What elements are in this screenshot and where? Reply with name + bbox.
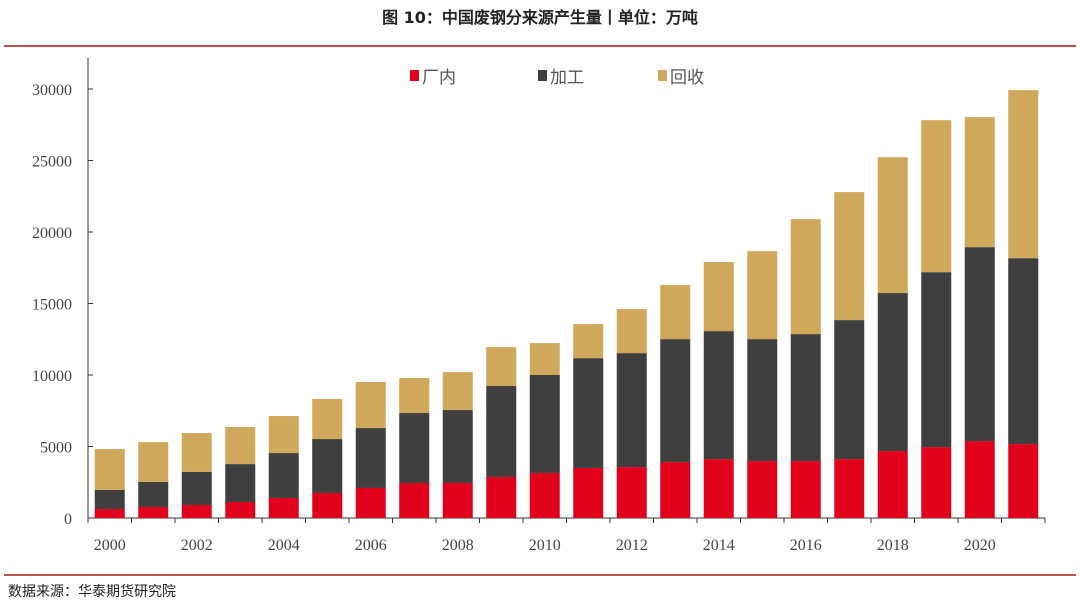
x-tick-label: 2004 [268,537,300,554]
x-tick-label: 2008 [442,537,474,554]
bar-2006-加工 [355,428,386,488]
bar-2017-加工 [834,320,865,460]
bar-2019-回收 [921,120,952,273]
bar-2016-回收 [790,219,821,335]
bar-2008-厂内 [442,482,473,518]
bar-2001-回收 [138,442,169,482]
bar-2001-加工 [138,481,169,507]
bar-2000-加工 [94,489,125,509]
bar-2014-回收 [703,262,734,332]
bar-2007-回收 [399,378,430,414]
x-tick-label: 2012 [616,537,648,554]
bar-2021-厂内 [1008,444,1039,518]
bar-2009-加工 [486,386,517,477]
x-tick-label: 2000 [94,537,126,554]
bar-2016-厂内 [790,461,821,518]
x-tick-label: 2018 [877,537,909,554]
legend-swatch-回收 [658,70,667,81]
legend-label: 加工 [550,68,584,88]
bar-2018-回收 [877,157,908,294]
bar-2008-加工 [442,410,473,483]
header-divider [4,45,1076,47]
bar-2021-加工 [1008,258,1039,445]
bar-2006-回收 [355,382,386,429]
y-tick-label: 0 [64,511,72,528]
bar-2019-厂内 [921,447,952,518]
bar-2012-厂内 [616,467,647,518]
legend-swatch-加工 [538,70,547,81]
y-tick-label: 5000 [40,440,72,457]
bar-2011-加工 [573,358,604,468]
bar-2014-厂内 [703,459,734,518]
bar-2013-厂内 [660,462,691,518]
bar-2002-加工 [181,471,212,505]
bar-2018-加工 [877,293,908,452]
bar-2004-厂内 [268,497,299,518]
bar-2011-回收 [573,324,604,359]
footer-divider [4,574,1076,576]
legend-label: 回收 [670,68,704,88]
bar-2015-加工 [747,339,778,462]
source-note: 数据来源：华泰期货研究院 [8,584,176,600]
bar-2002-厂内 [181,504,212,518]
bar-2005-厂内 [312,492,343,518]
x-tick-label: 2002 [181,537,213,554]
bar-2004-回收 [268,416,299,454]
bar-2019-加工 [921,272,952,448]
bar-2000-厂内 [94,508,125,518]
bar-2008-回收 [442,372,473,411]
bar-2011-厂内 [573,467,604,518]
bar-2009-回收 [486,347,517,387]
x-tick-label: 2014 [703,537,735,554]
bar-2001-厂内 [138,506,169,518]
bar-2003-厂内 [225,501,256,518]
y-tick-label: 30000 [32,82,72,99]
bar-2015-厂内 [747,461,778,518]
legend-swatch-厂内 [410,70,419,81]
bar-2003-加工 [225,464,256,502]
bar-2007-加工 [399,413,430,483]
bar-2006-厂内 [355,487,386,518]
x-tick-label: 2006 [355,537,387,554]
chart-title: 图 10：中国废钢分来源产生量丨单位：万吨 [382,8,698,27]
legend-label: 厂内 [422,68,456,88]
bar-2010-回收 [529,343,560,375]
x-tick-label: 2016 [790,537,822,554]
bar-2004-加工 [268,453,299,498]
bar-2018-厂内 [877,451,908,518]
bar-2012-回收 [616,309,647,354]
x-tick-label: 2010 [529,537,561,554]
y-tick-label: 25000 [32,154,72,171]
bar-2000-回收 [94,449,125,490]
bar-2003-回收 [225,427,256,465]
bar-2005-加工 [312,439,343,493]
bar-2013-回收 [660,285,691,340]
bar-2016-加工 [790,334,821,462]
bar-2013-加工 [660,339,691,463]
bar-2012-加工 [616,353,647,468]
bar-2007-厂内 [399,482,430,518]
bar-2020-回收 [964,117,995,248]
bar-2015-回收 [747,251,778,340]
bar-2017-回收 [834,192,865,321]
bar-2017-厂内 [834,459,865,518]
bar-2002-回收 [181,433,212,472]
y-tick-label: 15000 [32,297,72,314]
bar-2010-加工 [529,375,560,473]
bar-2010-厂内 [529,472,560,518]
x-tick-label: 2020 [964,537,996,554]
bar-2020-加工 [964,247,995,442]
y-tick-label: 20000 [32,225,72,242]
bar-2014-加工 [703,331,734,460]
bar-2005-回收 [312,399,343,440]
bar-2021-回收 [1008,90,1039,259]
bar-2009-厂内 [486,476,517,518]
y-tick-label: 10000 [32,368,72,385]
bar-2020-厂内 [964,441,995,518]
